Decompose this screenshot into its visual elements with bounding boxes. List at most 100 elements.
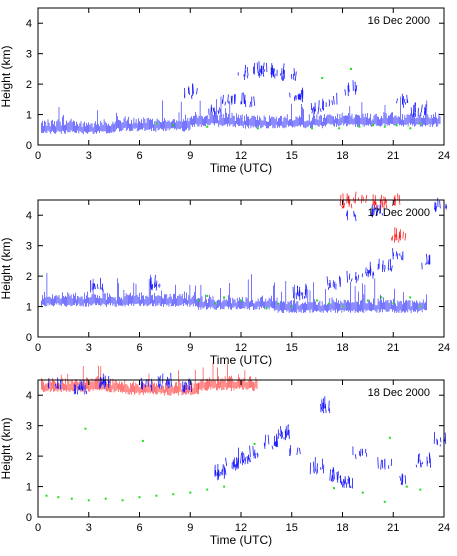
cloud-patch bbox=[208, 104, 222, 118]
cloud-patch bbox=[434, 197, 448, 212]
lidar-point bbox=[361, 491, 364, 494]
lidar-point bbox=[380, 296, 383, 299]
lidar-point bbox=[206, 294, 209, 297]
x-tick-label: 0 bbox=[35, 522, 41, 534]
x-axis-title: Time (UTC) bbox=[210, 161, 272, 175]
lidar-point bbox=[316, 299, 319, 302]
x-tick-label: 9 bbox=[187, 150, 193, 162]
x-tick-label: 3 bbox=[86, 342, 92, 354]
band-segment bbox=[198, 274, 275, 310]
x-tick-label: 9 bbox=[187, 522, 193, 534]
lidar-point bbox=[383, 125, 386, 128]
cloud-patch bbox=[310, 98, 325, 115]
y-tick-label: 1 bbox=[26, 302, 32, 314]
cloud-patch bbox=[344, 80, 358, 97]
lidar-point bbox=[277, 302, 280, 305]
band-segment bbox=[198, 362, 258, 392]
band-segment bbox=[41, 107, 115, 135]
cloud-patch bbox=[249, 445, 259, 459]
band-segment bbox=[41, 273, 199, 307]
cloud-patch bbox=[377, 258, 393, 272]
cloud-patch bbox=[392, 248, 404, 261]
lidar-point bbox=[206, 125, 209, 128]
plot-data bbox=[41, 362, 447, 503]
cloud-patch bbox=[410, 102, 427, 118]
cloud-patch bbox=[225, 457, 240, 471]
x-tick-label: 6 bbox=[136, 522, 142, 534]
lidar-point bbox=[358, 125, 361, 128]
lidar-point bbox=[395, 124, 398, 127]
x-tick-label: 0 bbox=[35, 150, 41, 162]
lidar-point bbox=[419, 488, 422, 491]
cloud-patch bbox=[73, 379, 88, 395]
cloud-patch bbox=[352, 446, 367, 460]
x-tick-label: 12 bbox=[235, 150, 247, 162]
lidar-point bbox=[138, 496, 141, 499]
cloud-patch bbox=[421, 253, 431, 270]
cloud-patch bbox=[329, 466, 341, 484]
lidar-point bbox=[45, 494, 48, 497]
cloud-patch bbox=[320, 396, 331, 414]
lidar-point bbox=[265, 307, 268, 310]
band-segment bbox=[122, 369, 199, 396]
lidar-point bbox=[372, 124, 374, 127]
lidar-point bbox=[223, 485, 226, 488]
cloud-patch bbox=[415, 452, 432, 468]
lidar-point bbox=[197, 299, 200, 302]
lidar-point bbox=[70, 497, 73, 500]
cloud-patch bbox=[238, 447, 251, 465]
y-axis-title: Height (km) bbox=[0, 45, 13, 107]
cloud-patch bbox=[140, 377, 153, 392]
lidar-point bbox=[141, 439, 144, 442]
cloud-patch bbox=[263, 433, 279, 450]
lidar-point bbox=[172, 124, 175, 127]
lidar-point bbox=[87, 499, 90, 502]
x-tick-label: 21 bbox=[387, 342, 399, 354]
cloud-patch bbox=[262, 62, 275, 74]
band-segment bbox=[190, 96, 242, 128]
lidar-point bbox=[290, 305, 293, 308]
panel-date-label: 16 Dec 2000 bbox=[368, 15, 430, 27]
x-tick-label: 24 bbox=[438, 522, 450, 534]
x-tick-label: 21 bbox=[387, 150, 399, 162]
y-tick-label: 2 bbox=[26, 79, 32, 91]
lidar-point bbox=[392, 302, 395, 305]
cloud-patch bbox=[289, 87, 304, 103]
cloud-patch bbox=[309, 457, 325, 475]
plot-frame bbox=[37, 379, 445, 518]
panel-date-label: 18 Dec 2000 bbox=[368, 387, 430, 399]
lidar-point bbox=[223, 296, 226, 299]
x-tick-label: 21 bbox=[387, 522, 399, 534]
cloud-patch bbox=[90, 277, 104, 293]
cloud-patch bbox=[377, 457, 393, 470]
y-tick-label: 4 bbox=[26, 18, 32, 30]
x-tick-label: 12 bbox=[235, 342, 247, 354]
y-tick-label: 0 bbox=[26, 512, 32, 524]
lidar-point bbox=[240, 299, 242, 302]
cloud-patch bbox=[399, 473, 407, 485]
lidar-point bbox=[189, 491, 192, 494]
panel-date-label: 17 Dec 2000 bbox=[368, 207, 430, 219]
lidar-point bbox=[57, 496, 60, 499]
cloud-patch bbox=[340, 475, 353, 489]
cloud-patch bbox=[183, 83, 198, 100]
lidar-point bbox=[341, 305, 344, 308]
y-tick-label: 1 bbox=[26, 110, 32, 122]
lidar-point bbox=[321, 77, 324, 79]
y-tick-label: 3 bbox=[26, 421, 32, 433]
lidar-point bbox=[405, 485, 408, 488]
band-segment bbox=[325, 96, 441, 127]
lidar-point bbox=[388, 436, 391, 439]
x-axis-title: Time (UTC) bbox=[210, 353, 272, 367]
x-tick-label: 18 bbox=[336, 522, 348, 534]
y-tick-label: 2 bbox=[26, 271, 32, 283]
cloud-patch bbox=[361, 261, 375, 279]
lidar-point bbox=[84, 427, 87, 430]
lidar-point bbox=[383, 500, 386, 503]
cloud-patch bbox=[326, 275, 341, 290]
y-axis-title: Height (km) bbox=[0, 237, 13, 299]
lidar-point bbox=[155, 122, 158, 125]
y-tick-label: 2 bbox=[26, 451, 32, 463]
